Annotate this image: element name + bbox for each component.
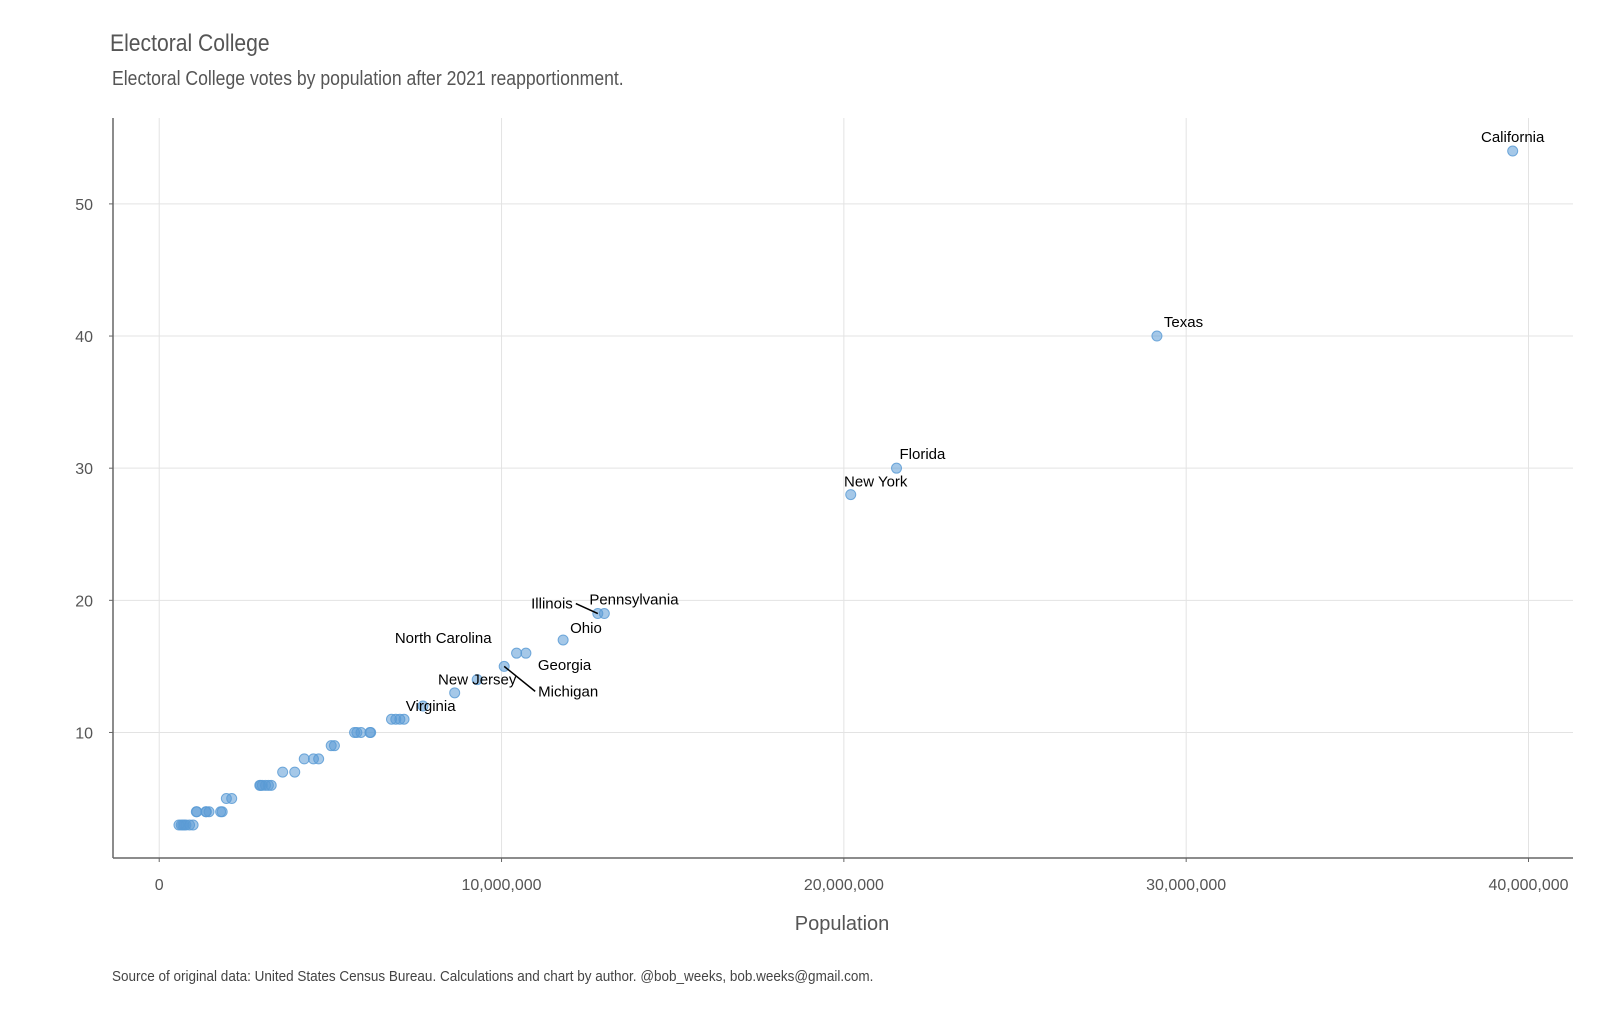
data-point <box>845 489 857 501</box>
data-point <box>349 726 361 738</box>
data-point <box>325 740 337 752</box>
point-label: Georgia <box>538 657 592 674</box>
data-point <box>520 647 532 659</box>
data-point <box>215 806 227 818</box>
tick-labels: 0 10,000,000 20,000,000 30,000,000 40,000,00… <box>75 197 1568 894</box>
data-point <box>298 753 310 765</box>
y-tick-label: 40 <box>75 329 93 346</box>
point-labels: California Texas Florida New York Pennsylvan… <box>395 129 1545 715</box>
data-point <box>471 674 483 686</box>
data-point <box>891 462 903 474</box>
y-tick-label: 10 <box>75 725 93 742</box>
data-point <box>307 753 319 765</box>
data-point <box>1507 145 1519 157</box>
axes <box>109 118 1573 862</box>
data-point <box>289 766 301 778</box>
point-label: Illinois <box>531 596 573 613</box>
point-label: California <box>1481 129 1545 146</box>
data-point <box>173 819 185 831</box>
label-leader-line <box>575 602 599 615</box>
point-label: Texas <box>1164 314 1203 331</box>
y-tick-label: 30 <box>75 461 93 478</box>
point-label: Michigan <box>538 683 598 700</box>
chart-title: Electoral College <box>110 30 270 57</box>
data-point <box>417 700 429 712</box>
data-point <box>220 793 232 805</box>
x-tick-label: 40,000,000 <box>1488 877 1568 894</box>
y-tick-label: 50 <box>75 197 93 214</box>
point-label: New York <box>844 474 908 491</box>
data-point <box>254 779 266 791</box>
data-points <box>173 145 1519 831</box>
data-point <box>277 766 289 778</box>
point-label: New Jersey <box>438 672 517 689</box>
y-tick-label: 20 <box>75 593 93 610</box>
data-point <box>511 647 523 659</box>
data-point <box>557 634 569 646</box>
x-axis-title: Population <box>795 913 890 935</box>
data-point <box>385 713 397 725</box>
x-tick-label: 10,000,000 <box>461 877 541 894</box>
data-point <box>200 806 212 818</box>
point-label: Florida <box>900 446 947 463</box>
point-label: North Carolina <box>395 630 492 647</box>
chart-subtitle: Electoral College votes by population af… <box>112 68 624 90</box>
point-label: Virginia <box>406 698 456 715</box>
data-point <box>449 687 461 699</box>
x-tick-label: 20,000,000 <box>804 877 884 894</box>
x-tick-label: 0 <box>155 877 164 894</box>
x-tick-label: 30,000,000 <box>1146 877 1226 894</box>
label-leader-line <box>503 665 536 692</box>
data-point <box>190 806 202 818</box>
chart-caption: Source of original data: United States C… <box>112 968 874 985</box>
point-label: Pennsylvania <box>589 592 679 609</box>
point-label: Ohio <box>570 620 602 637</box>
data-point <box>1151 330 1163 342</box>
